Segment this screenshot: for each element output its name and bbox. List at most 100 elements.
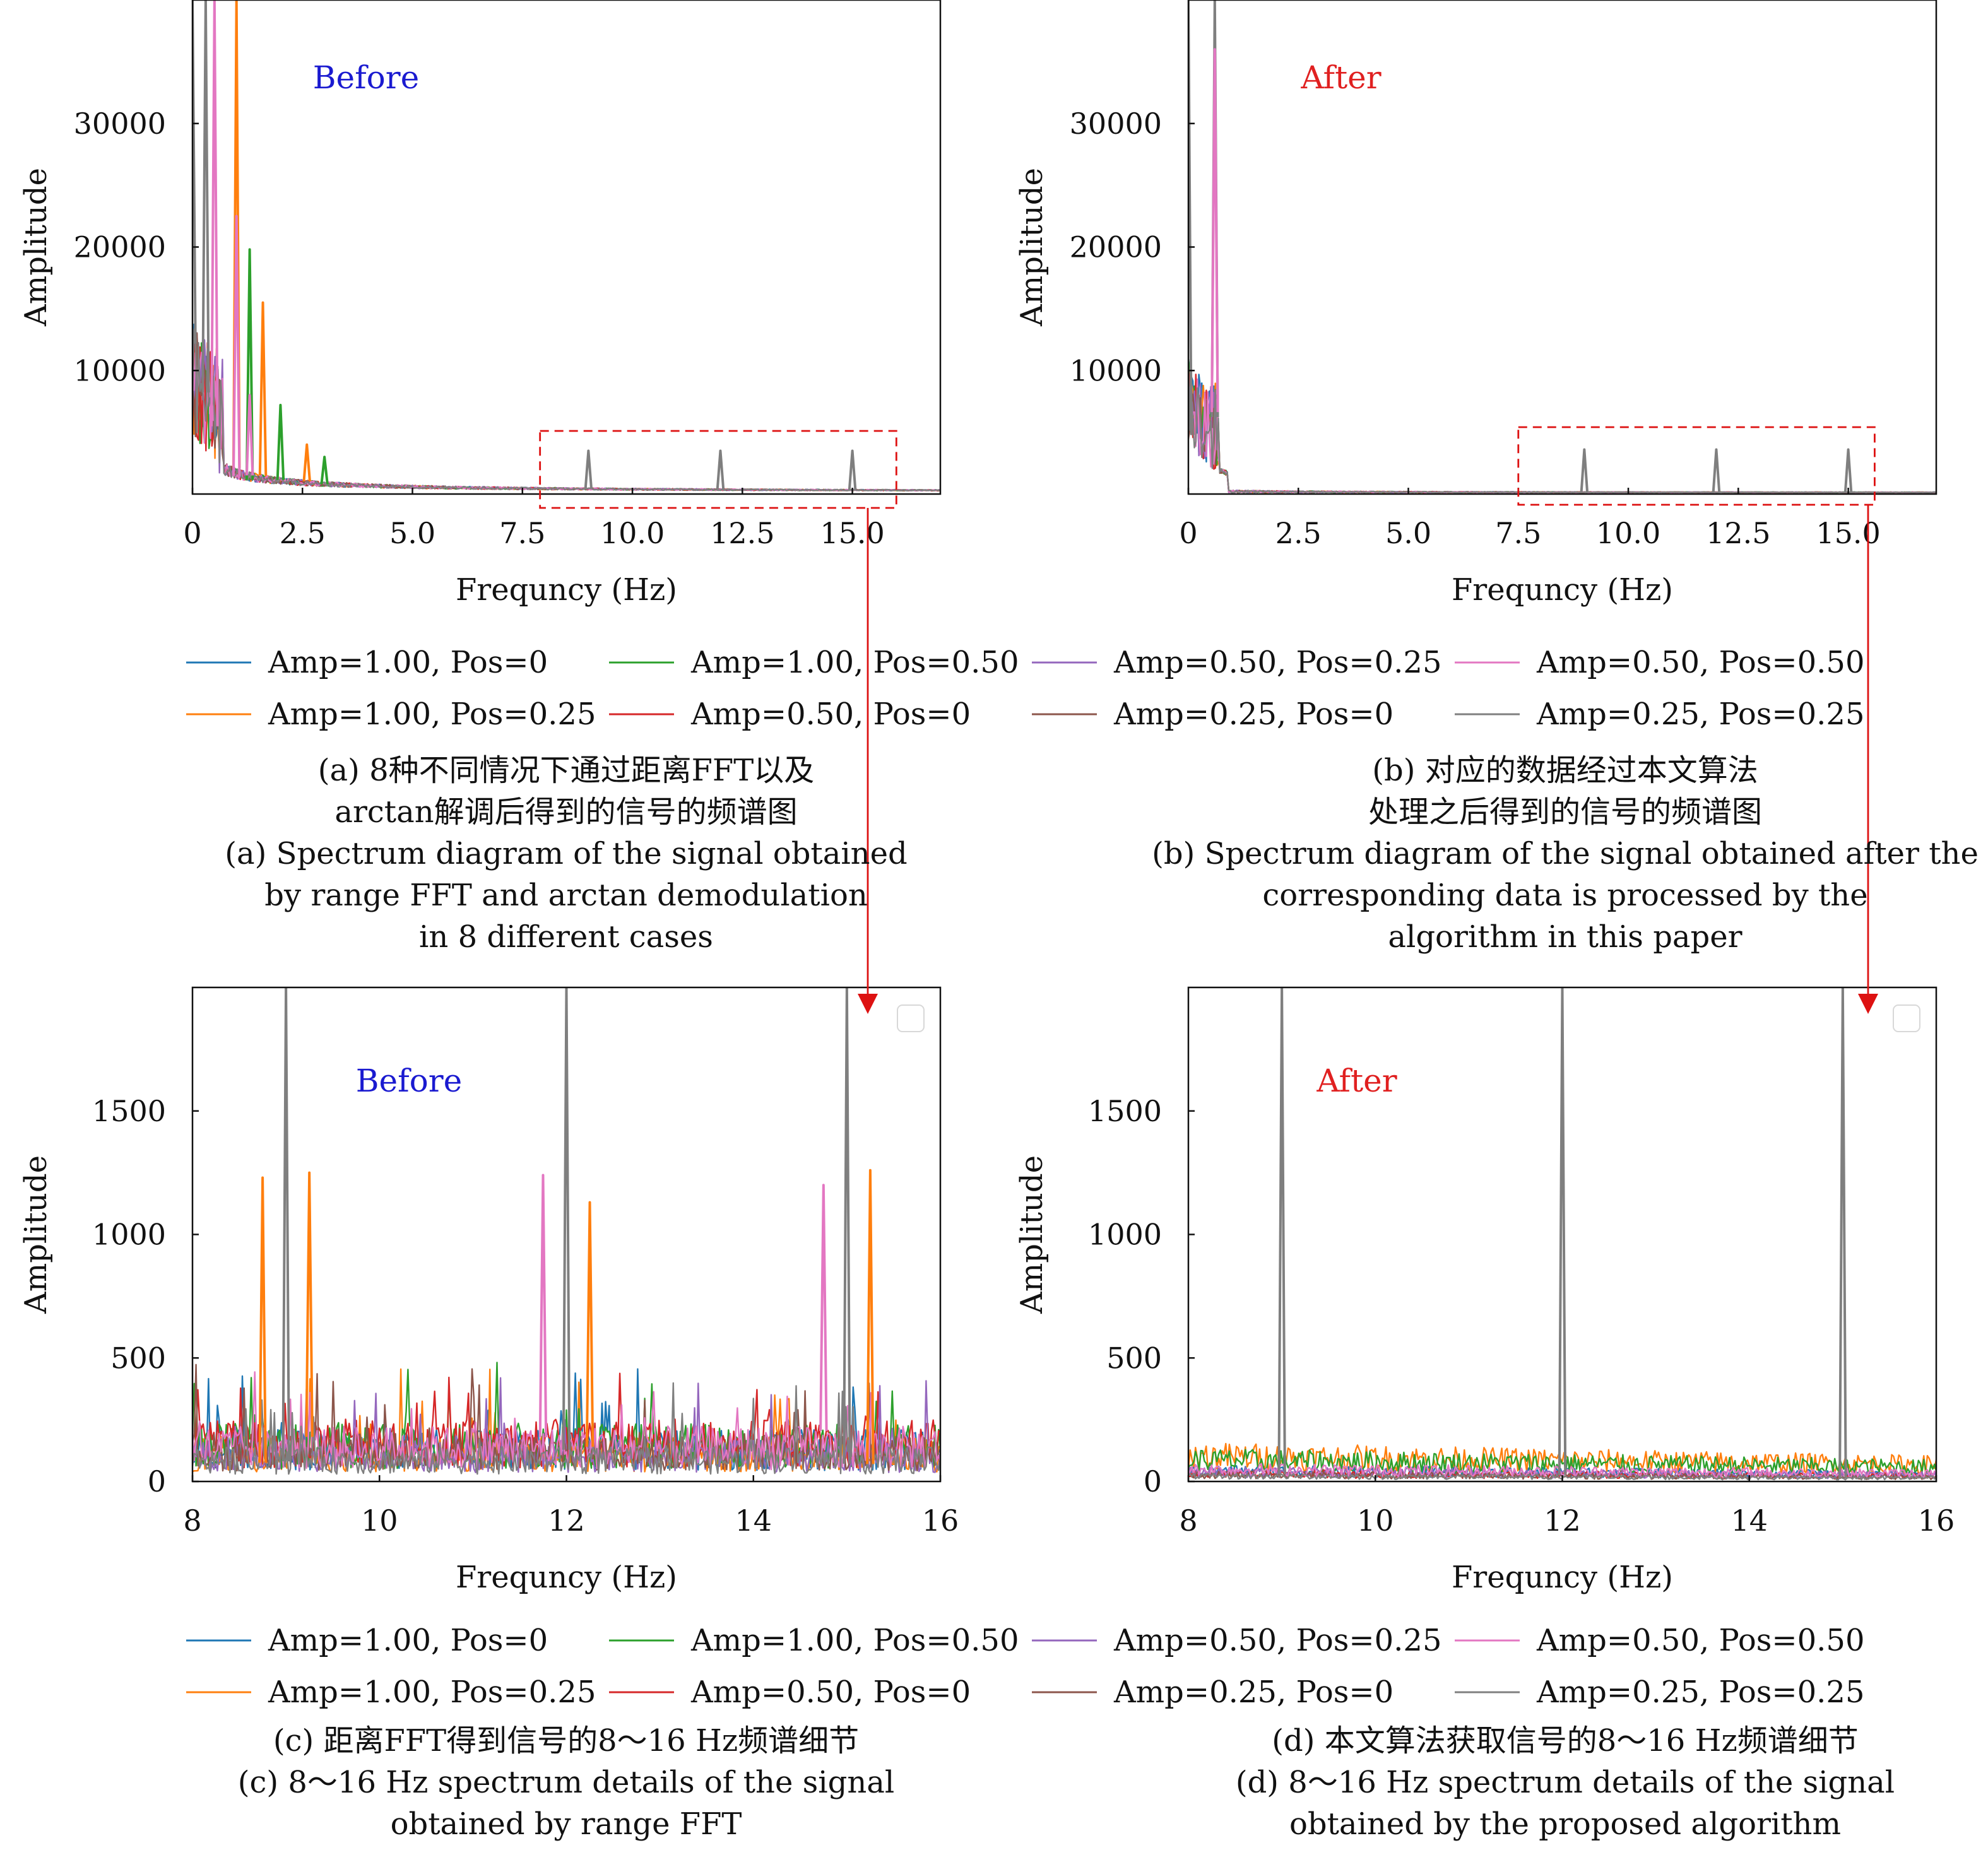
series-line-7	[1188, 378, 1936, 493]
peak-a-3-0	[192, 0, 197, 344]
caption-d: (d) 本文算法获取信号的8～16 Hz频谱细节 (d) 8～16 Hz spec…	[1236, 1723, 1895, 1842]
legend-label-7: Amp=0.50, Pos=0.50	[1536, 645, 1865, 680]
peak-a-3-1	[201, 0, 210, 393]
x-tick-label-c-3: 14	[735, 1504, 772, 1538]
annotation-a: Before	[313, 59, 419, 96]
plot-area-d	[1188, 987, 1936, 1481]
legend-label-6: Amp=0.25, Pos=0	[1113, 1675, 1393, 1710]
peak-b-1-0	[1210, 48, 1219, 413]
legend-label-5: Amp=0.50, Pos=0.25	[1113, 1623, 1442, 1658]
y-tick-label-a-1: 20000	[74, 230, 166, 264]
zoom-arrow-b-head	[1858, 994, 1878, 1014]
series-line-3	[1188, 359, 1936, 493]
plot-area-b	[1188, 0, 1936, 493]
legend-label-6: Amp=0.25, Pos=0	[1113, 697, 1393, 732]
x-tick-label-c-4: 16	[922, 1504, 959, 1538]
caption-a: (a) 8种不同情况下通过距离FFT以及 arctan解调后得到的信号的频谱图 (a…	[225, 753, 907, 955]
peak-a-0-1	[258, 301, 268, 476]
series-line-4	[1188, 368, 1936, 493]
x-tick-label-b-2: 5.0	[1385, 516, 1431, 550]
annotation-d: After	[1316, 1063, 1397, 1099]
legend-label-5: Amp=0.50, Pos=0.25	[1113, 645, 1442, 680]
series-line-2	[1188, 1442, 1936, 1475]
x-tick-label-a-3: 7.5	[499, 516, 545, 550]
x-tick-label-d-0: 8	[1179, 1504, 1197, 1538]
y-tick-label-d-1: 500	[1106, 1341, 1162, 1375]
series-line-8	[192, 326, 940, 492]
peak-a-0-2	[302, 443, 311, 481]
peak-a-3-3	[716, 449, 725, 490]
legend-top: Amp=1.00, Pos=0 Amp=1.00, Pos=0.25 Amp=1.0…	[186, 645, 1865, 732]
peak-c-0-1	[305, 1171, 314, 1437]
peak-c-1-0	[538, 1174, 548, 1438]
caption-zh-d-0: (d) 本文算法获取信号的8～16 Hz频谱细节	[1272, 1723, 1858, 1758]
series-line-7	[192, 1371, 940, 1471]
legend-label-3: Amp=1.00, Pos=0.50	[690, 645, 1019, 680]
axes-frame-a	[191, 0, 942, 495]
x-tick-label-c-0: 8	[183, 1504, 201, 1538]
x-tick-label-a-0: 0	[183, 516, 201, 550]
y-tick-label-c-0: 0	[148, 1464, 166, 1499]
y-tick-label-c-1: 500	[110, 1341, 166, 1375]
series-line-3	[1188, 1449, 1936, 1476]
x-tick-label-c-2: 12	[548, 1504, 585, 1538]
y-tick-label-a-2: 30000	[74, 107, 166, 141]
x-tick-label-a-4: 10.0	[600, 516, 665, 550]
caption-en-a-1: by range FFT and arctan demodulation	[264, 878, 868, 913]
peak-c-1-1	[819, 1184, 828, 1431]
peak-b-0-3	[1712, 448, 1721, 492]
x-tick-label-d-3: 14	[1731, 1504, 1768, 1538]
zoom-arrow-a-head	[858, 994, 878, 1014]
x-tick-label-a-2: 5.0	[389, 516, 435, 550]
x-tick-label-a-1: 2.5	[280, 516, 326, 550]
caption-zh-b-0: (b) 对应的数据经过本文算法	[1372, 753, 1758, 788]
caption-zh-a-0: (a) 8种不同情况下通过距离FFT以及	[318, 753, 815, 788]
annotation-b: After	[1300, 59, 1381, 96]
chart-panel-d: 8 10 12 14 16 0 500 1000 1500 Frequncy (Hz) Amplit…	[1014, 986, 1955, 1595]
series-line-6	[1188, 393, 1936, 493]
zoom-box-a	[539, 430, 897, 509]
caption-en-a-2: in 8 different cases	[419, 919, 713, 955]
peak-a-3-4	[848, 449, 857, 490]
legend-label-1: Amp=1.00, Pos=0	[268, 645, 548, 680]
x-tick-label-b-1: 2.5	[1275, 516, 1322, 550]
caption-en-a-0: (a) Spectrum diagram of the signal obtai…	[225, 836, 907, 871]
x-axis-label-c: Frequncy (Hz)	[456, 1560, 677, 1595]
legend-bottom: Amp=1.00, Pos=0 Amp=1.00, Pos=0.25 Amp=1.0…	[186, 1623, 1865, 1710]
peak-c-0-0	[258, 1176, 267, 1463]
peak-a-1-1	[276, 404, 285, 480]
x-axis-label-d: Frequncy (Hz)	[1452, 1560, 1673, 1595]
peak-a-3-2	[584, 449, 593, 490]
caption-en-d-1: obtained by the proposed algorithm	[1289, 1806, 1841, 1842]
peak-c-2-1	[562, 987, 571, 1450]
x-tick-label-b-6: 15.0	[1816, 516, 1880, 550]
caption-zh-a-1: arctan解调后得到的信号的频谱图	[334, 794, 797, 830]
series-line-3	[192, 1362, 940, 1469]
peak-c-2-2	[843, 987, 851, 1464]
y-axis-label-b: Amplitude	[1014, 168, 1050, 327]
peak-c-0-2	[585, 1201, 595, 1447]
chart-panel-a: 0 2.5 5.0 7.5 10.0 12.5 15.0 10000 20000 30000 Fre…	[18, 0, 942, 608]
legend-label-1: Amp=1.00, Pos=0	[268, 1623, 548, 1658]
x-tick-label-d-1: 10	[1357, 1504, 1394, 1538]
peak-d-0-0	[1277, 987, 1286, 1475]
x-tick-label-a-5: 12.5	[710, 516, 774, 550]
empty-legend-box-d	[1893, 1004, 1920, 1032]
plot-area-c	[192, 987, 940, 1475]
y-axis-label-c: Amplitude	[18, 1155, 54, 1314]
annotation-c: Before	[356, 1063, 462, 1099]
caption-zh-b-1: 处理之后得到的信号的频谱图	[1368, 794, 1762, 830]
x-tick-label-b-0: 0	[1179, 516, 1197, 550]
peak-a-2-2	[245, 394, 254, 476]
chart-panel-b: 0 2.5 5.0 7.5 10.0 12.5 15.0 10000 20000 30000 Fre…	[1014, 0, 1938, 608]
zoom-box-b	[1517, 426, 1876, 506]
legend-label-3: Amp=1.00, Pos=0.50	[690, 1623, 1019, 1658]
y-tick-label-b-1: 20000	[1070, 230, 1162, 264]
x-axis-label-a: Frequncy (Hz)	[456, 572, 677, 608]
y-tick-label-b-0: 10000	[1070, 353, 1162, 387]
legend-label-8: Amp=0.25, Pos=0.25	[1536, 697, 1865, 732]
legend-label-4: Amp=0.50, Pos=0	[690, 697, 971, 732]
y-tick-label-c-3: 1500	[92, 1094, 166, 1128]
